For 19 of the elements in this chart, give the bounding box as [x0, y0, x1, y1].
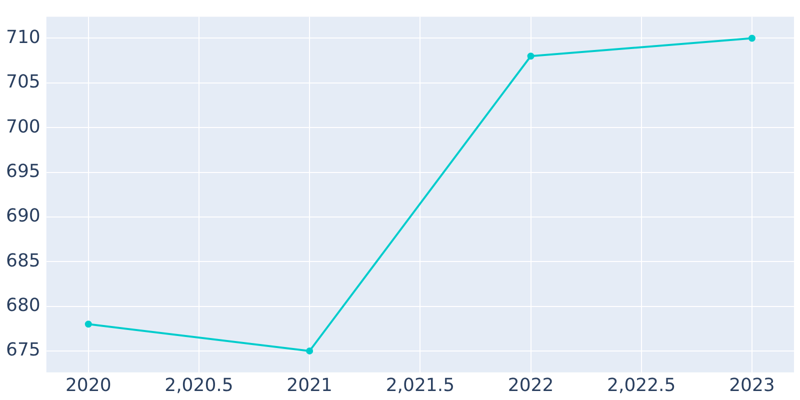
y-tick-label: 675 [6, 340, 40, 361]
x-tick-label: 2023 [729, 374, 775, 396]
x-tick-label: 2,021.5 [386, 374, 455, 396]
y-tick-label: 690 [6, 206, 40, 227]
y-tick-label: 710 [6, 26, 40, 48]
y-tick-label: 700 [6, 116, 40, 138]
x-tick-label: 2,020.5 [164, 374, 234, 396]
x-tick-label: 2022 [508, 374, 554, 396]
x-tick-label: 2,022.5 [607, 374, 676, 396]
y-tick-label: 685 [6, 250, 40, 272]
y-tick-label: 680 [6, 294, 40, 316]
y-tick-label: 705 [6, 72, 40, 93]
point [527, 52, 534, 60]
x-tick-label: 2020 [65, 374, 112, 396]
y-tick-label: 695 [6, 160, 40, 182]
point [748, 34, 756, 42]
point [306, 347, 314, 354]
point [84, 320, 92, 328]
x-tick-label: 2021 [286, 374, 332, 396]
